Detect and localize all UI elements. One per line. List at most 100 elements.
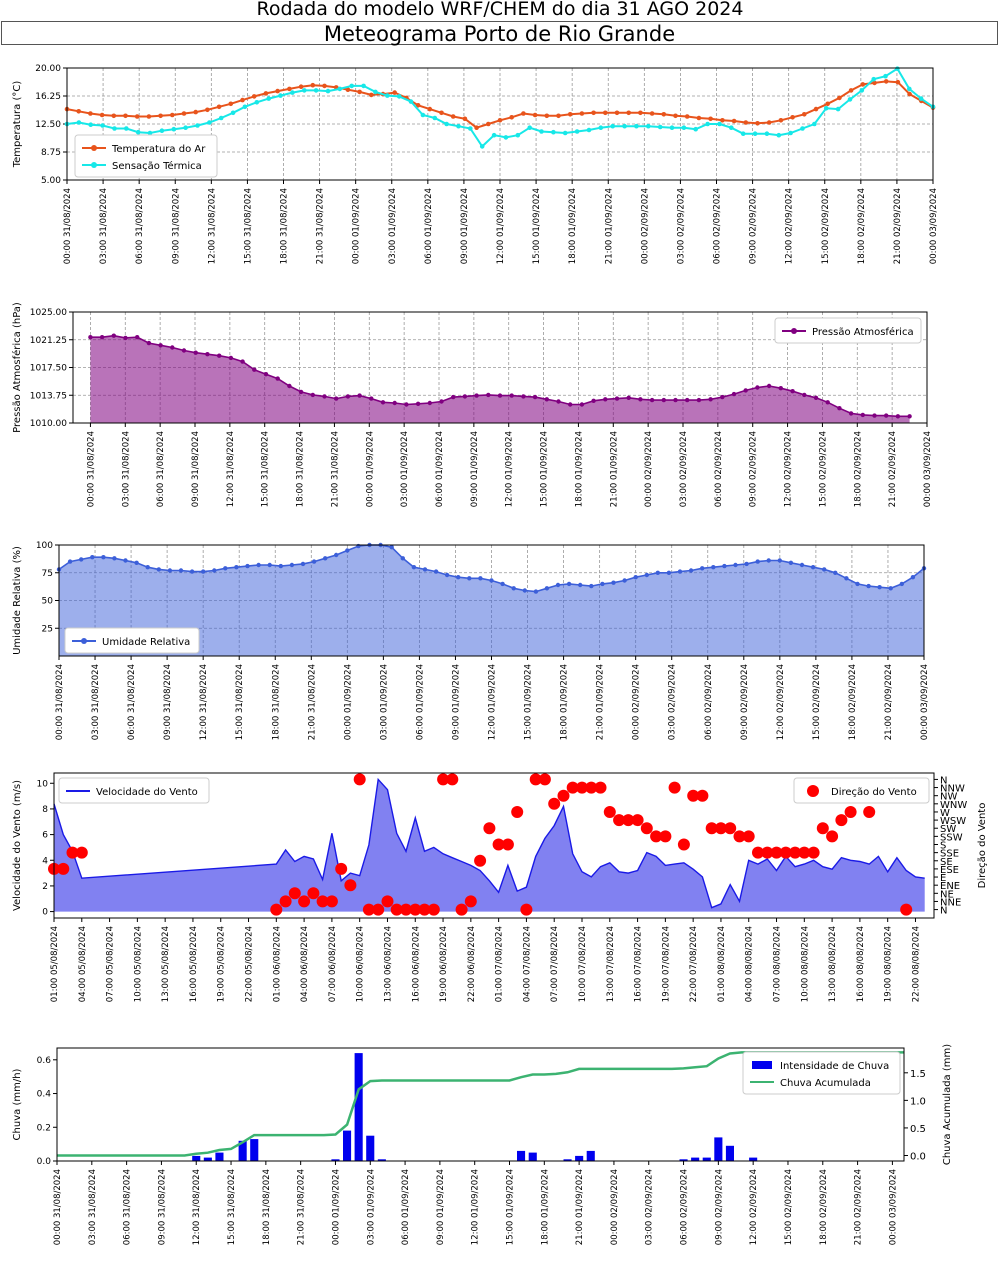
temp-series-point-0 <box>649 111 655 116</box>
humidity-x-label: 21:00 02/09/2024 <box>884 664 894 740</box>
wind-direction-point <box>418 903 431 916</box>
wind-direction-point <box>455 903 468 916</box>
temp-x-label: 00:00 31/08/2024 <box>63 188 73 264</box>
temp-series-point-1 <box>729 125 734 130</box>
humidity-point <box>422 567 428 572</box>
temp-series-point-0 <box>591 110 596 116</box>
wind-direction-point <box>66 846 79 859</box>
wind-x-label: 16:00 08/08/2024 <box>856 926 866 1002</box>
rain-x-label: 21:00 01/09/2024 <box>575 1169 585 1245</box>
temp-series-point-1 <box>883 73 888 79</box>
wind-direction-point <box>335 862 348 875</box>
wind-direction-point <box>483 822 496 835</box>
wind-x-label: 13:00 07/08/2024 <box>606 926 616 1002</box>
temp-y-label: 20.00 <box>35 64 61 74</box>
temp-x-label: 09:00 02/09/2024 <box>749 188 759 264</box>
humidity-point <box>90 555 95 560</box>
humidity-point <box>201 569 206 574</box>
pressure-point <box>88 335 93 340</box>
temp-series-point-0 <box>322 83 327 89</box>
humidity-legend-label: Umidade Relativa <box>102 637 190 648</box>
wind-direction-point <box>501 838 514 851</box>
temp-series-point-0 <box>860 82 866 87</box>
humidity-point <box>566 581 572 587</box>
wind-dir-label: NNE <box>940 897 961 908</box>
humidity-point <box>300 561 306 567</box>
temp-series-point-1 <box>183 125 188 130</box>
wind-dir-label: WNW <box>940 800 967 811</box>
humidity-point <box>622 578 627 583</box>
wind-speed-area <box>54 779 925 912</box>
pressure-point <box>135 335 140 340</box>
wind-x-label: 16:00 07/08/2024 <box>634 926 644 1002</box>
temp-series-point-0 <box>567 112 573 117</box>
rain-y2-label: 0.0 <box>910 1151 926 1162</box>
pressure-point <box>848 411 854 416</box>
rain-x-label: 09:00 01/09/2024 <box>436 1169 446 1245</box>
temp-y-label: 8.75 <box>41 148 61 158</box>
wind-y-label: 0 <box>42 908 48 918</box>
rain-intensity-bar <box>749 1157 758 1161</box>
wind-direction-point <box>511 806 524 818</box>
pressure-x-label: 09:00 02/09/2024 <box>749 431 759 507</box>
humidity-point <box>311 559 317 564</box>
wind-direction-point <box>631 814 644 827</box>
wind-x-label: 10:00 05/08/2024 <box>133 926 143 1002</box>
wind-direction-point <box>362 903 375 916</box>
humidity-x-label: 18:00 31/08/2024 <box>271 664 281 740</box>
wind-direction-point <box>687 789 700 802</box>
humidity-x-label: 15:00 31/08/2024 <box>235 664 245 740</box>
temp-series-point-0 <box>813 106 819 112</box>
temp-x-label: 12:00 01/09/2024 <box>496 188 506 264</box>
pressure-point <box>649 397 655 403</box>
temp-series-point-0 <box>837 95 842 101</box>
pressure-point <box>825 400 830 405</box>
wind-y-label: 4 <box>42 856 48 866</box>
temp-x-label: 18:00 01/09/2024 <box>568 188 578 264</box>
rain-intensity-bar <box>563 1159 572 1161</box>
pressure-point <box>591 398 596 403</box>
temp-series-point-1 <box>290 90 295 95</box>
humidity-point <box>555 582 561 588</box>
pressure-point <box>357 393 362 398</box>
humidity-x-label: 00:00 31/08/2024 <box>55 664 65 740</box>
temp-series-point-1 <box>740 131 746 136</box>
wind-direction-point <box>437 773 450 786</box>
temp-series-point-0 <box>497 118 503 123</box>
temp-series-point-0 <box>743 120 749 125</box>
pressure-point <box>720 394 725 400</box>
temp-series-point-0 <box>474 125 479 130</box>
pressure-point <box>661 397 666 403</box>
wind-direction-point <box>863 806 876 818</box>
pressure-point <box>743 388 748 393</box>
wind-direction-point <box>75 846 88 859</box>
pressure-x-label: 00:00 02/09/2024 <box>644 431 654 507</box>
wind-direction-point <box>798 846 811 859</box>
temp-series-point-0 <box>170 112 175 118</box>
temp-series-point-1 <box>254 100 260 105</box>
temp-series-point-1 <box>835 106 841 112</box>
humidity-point <box>345 548 350 553</box>
temp-x-label: 03:00 02/09/2024 <box>676 188 686 264</box>
humidity-point <box>822 567 827 572</box>
pressure-point <box>287 383 292 389</box>
temp-series-point-1 <box>681 125 687 130</box>
rain-intensity-bar <box>702 1157 711 1161</box>
temp-series-point-0 <box>708 116 713 122</box>
wind-x-label: 04:00 08/08/2024 <box>745 926 755 1002</box>
humidity-point <box>323 556 328 561</box>
pressure-point <box>837 406 842 411</box>
wind-x-label: 19:00 05/08/2024 <box>217 926 227 1002</box>
wind-direction-point <box>446 773 459 786</box>
wind-x-label: 10:00 06/08/2024 <box>356 926 366 1002</box>
pressure-point <box>579 402 585 407</box>
humidity-point <box>711 565 716 570</box>
wind-direction-legend-label: Direção do Vento <box>831 787 917 798</box>
temp-series-point-0 <box>310 82 316 88</box>
wind-dir-label: ESE <box>940 865 959 876</box>
wind-direction-point <box>538 773 551 786</box>
pressure-point <box>872 413 877 418</box>
rain-y-axis-title: Chuva (mm/h) <box>12 1068 23 1140</box>
temp-series-point-1 <box>646 123 651 129</box>
temp-series-point-0 <box>216 104 222 110</box>
